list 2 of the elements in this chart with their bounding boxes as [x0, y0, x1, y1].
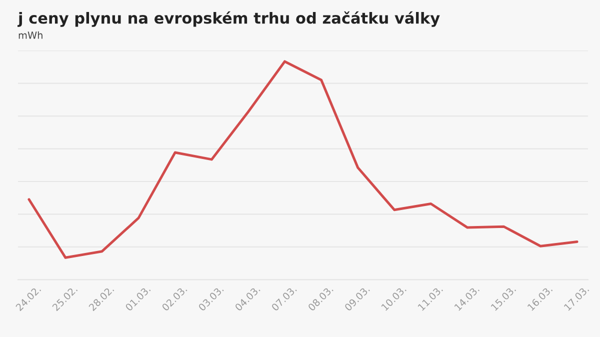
chart-subtitle: mWh — [18, 31, 42, 39]
chart-title: j ceny plynu na evropském trhu od začátku války — [17, 11, 440, 27]
